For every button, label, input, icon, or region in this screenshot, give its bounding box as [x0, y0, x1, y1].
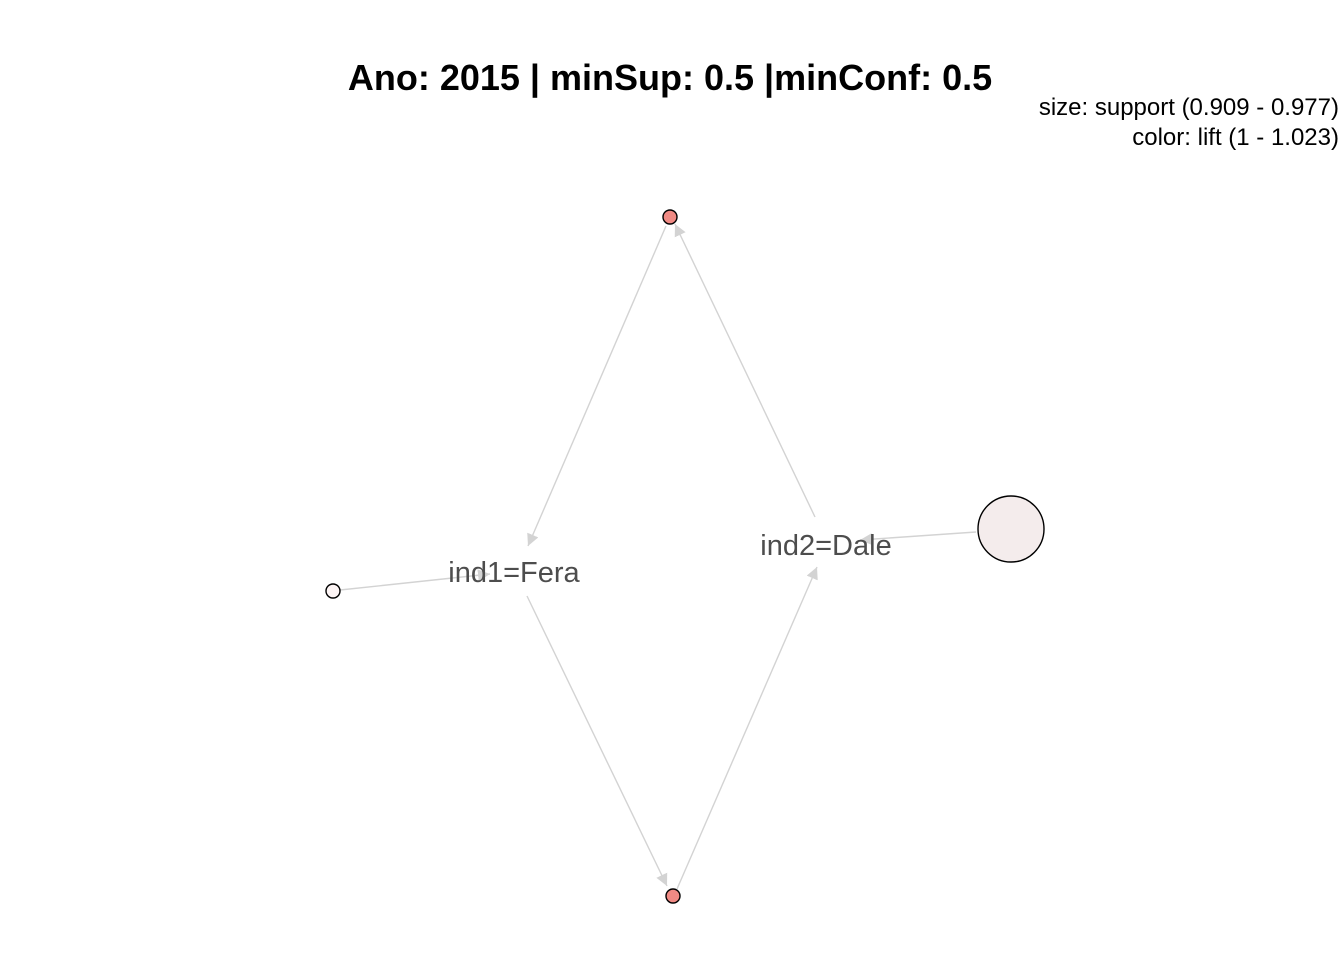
legend-color-text: color: lift (1 - 1.023) [1132, 124, 1339, 151]
rule-node-bottom [665, 888, 681, 904]
edge-right-to-dale [859, 531, 977, 546]
edge-dale-to-top [674, 223, 816, 518]
item-label-dale: ind2=Dale [760, 530, 891, 562]
edge-bottom-to-dale [676, 566, 818, 890]
edge-fera-to-bottom [526, 595, 668, 887]
rule-node-right [977, 495, 1045, 563]
edge-top-to-fera [527, 225, 667, 547]
legend-size-text: size: support (0.909 - 0.977) [1039, 94, 1339, 121]
item-label-fera: ind1=Fera [448, 557, 580, 589]
rule-node-left [325, 583, 341, 599]
rule-node-top [662, 209, 678, 225]
edges [339, 223, 977, 890]
graph-title: Ano: 2015 | minSup: 0.5 |minConf: 0.5 [348, 57, 992, 99]
rule-nodes [325, 209, 1045, 904]
edge-left-to-fera [339, 569, 491, 591]
item-labels: ind1=Fera ind2=Dale [448, 530, 891, 589]
